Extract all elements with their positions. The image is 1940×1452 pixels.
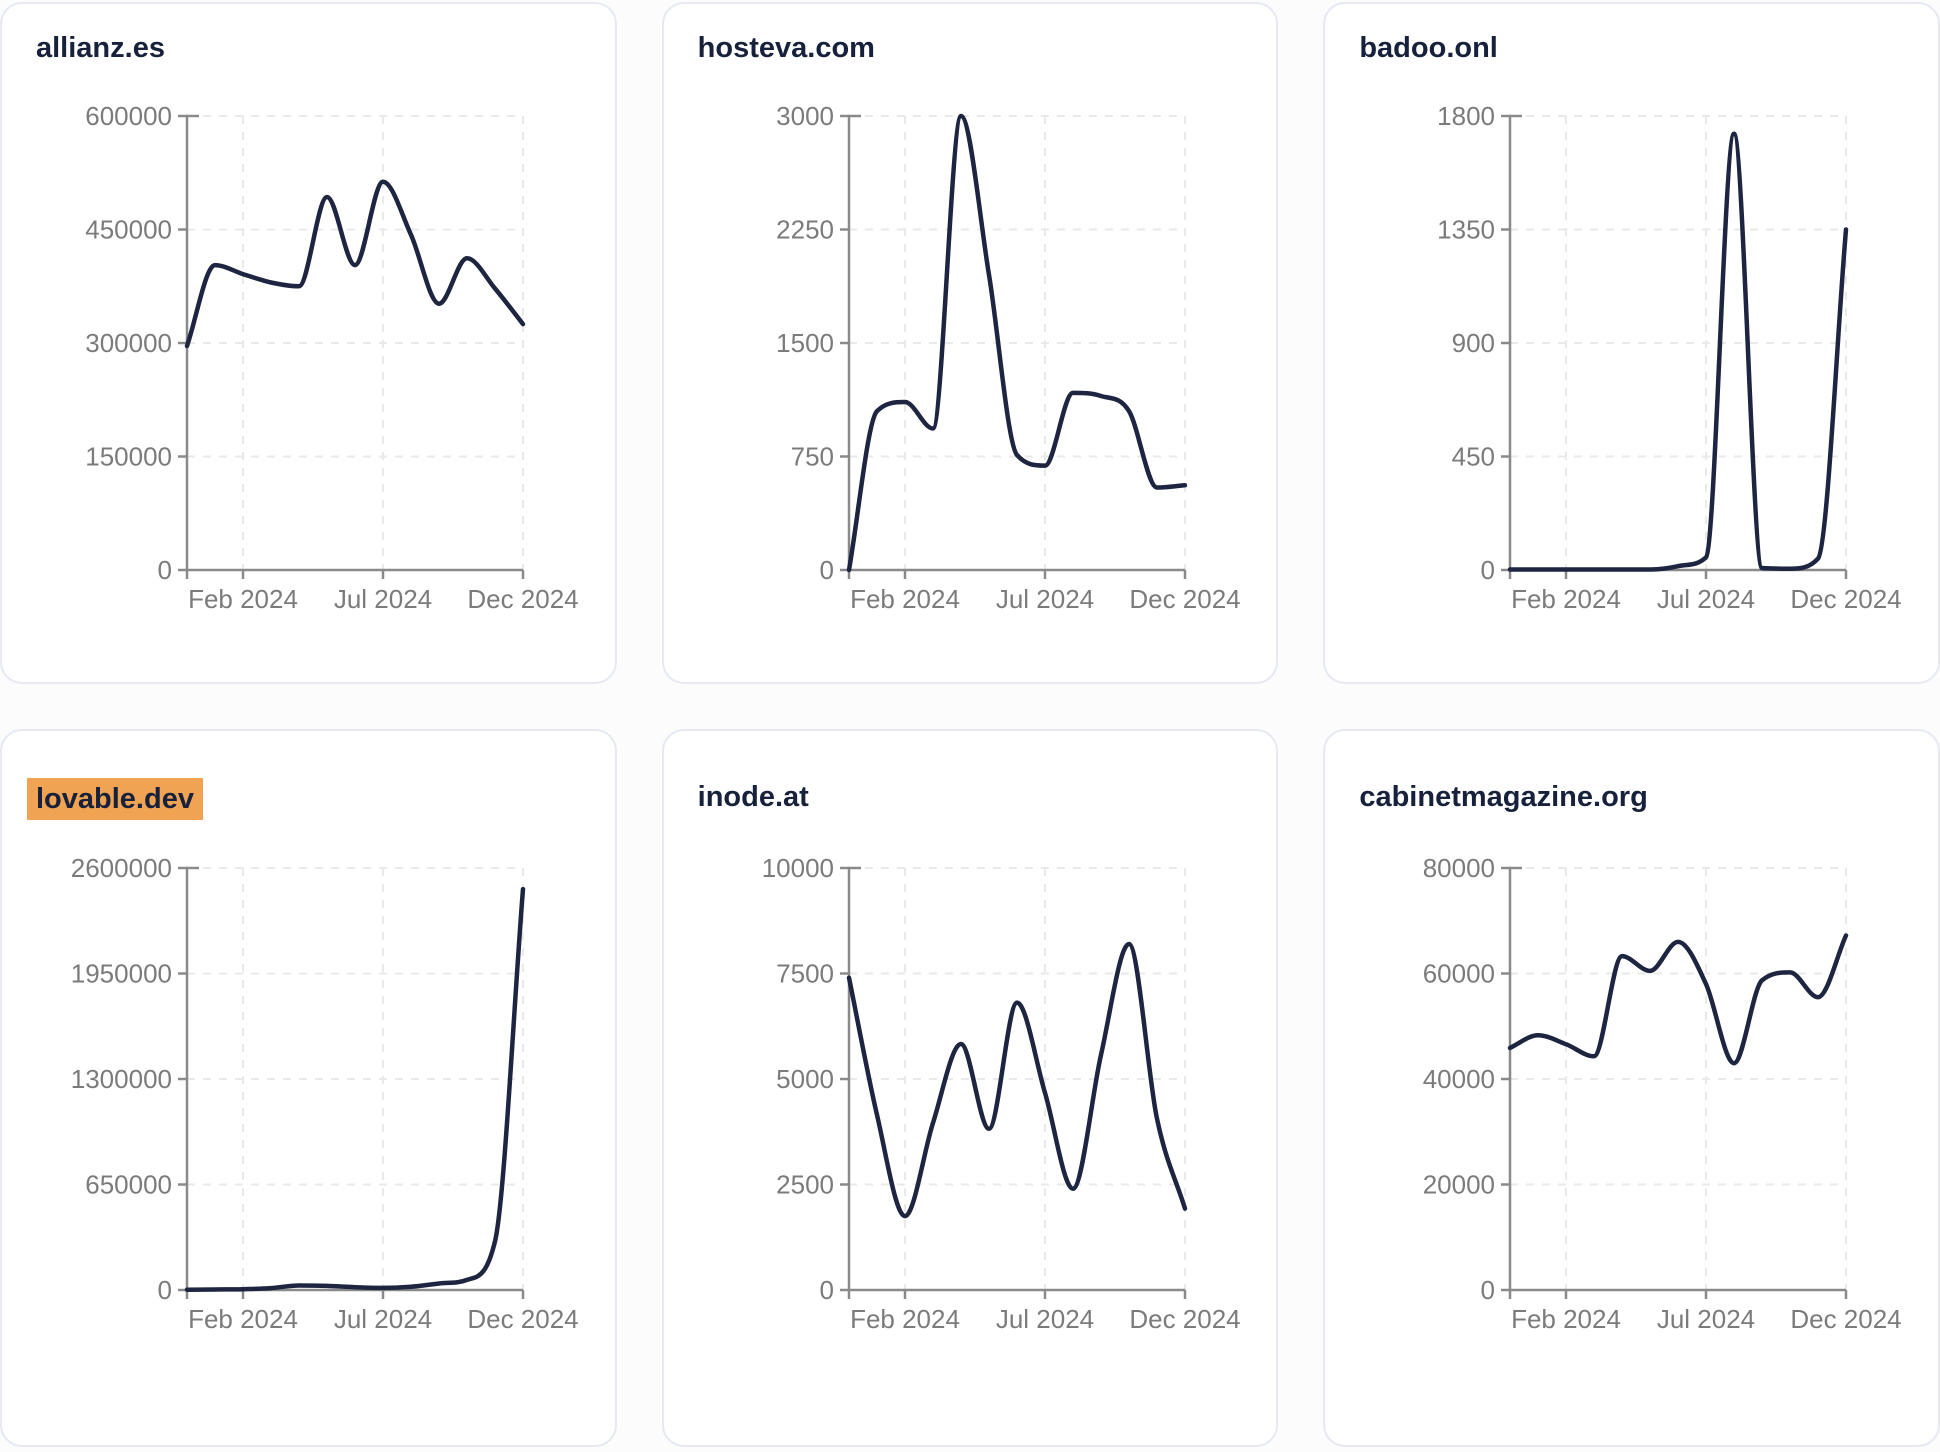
- x-tick-label: Jul 2024: [996, 1304, 1094, 1334]
- traffic-line-chart: 0 650000 1300000 1950000 2600000 Feb 2024 Jul …: [71, 853, 579, 1334]
- chart-line: [1508, 933, 1849, 1066]
- chart-line: [846, 113, 1187, 573]
- y-tick-label: 7500: [776, 959, 834, 989]
- x-tick-label: Jul 2024: [334, 584, 432, 614]
- x-tick-label: Feb 2024: [1511, 1304, 1621, 1334]
- domain-title: inode.at: [697, 781, 809, 813]
- y-tick-label: 40000: [1423, 1064, 1495, 1094]
- domain-card-lovable: lovable.dev 0 650000 1300000 1950000 2600000…: [0, 729, 617, 1447]
- tick-labels: 0 750 1500 2250 3000 Feb 2024 Jul 2024 Dec 2024: [776, 101, 1241, 614]
- y-tick-label: 750: [790, 442, 833, 472]
- x-tick-label: Jul 2024: [1657, 1304, 1755, 1334]
- y-tick-label: 20000: [1423, 1170, 1495, 1200]
- x-tick-label: Jul 2024: [996, 584, 1094, 614]
- y-tick-label: 1950000: [71, 959, 172, 989]
- card-title: hosteva.com: [698, 29, 1243, 67]
- x-tick-label: Dec 2024: [1791, 584, 1902, 614]
- card-title: lovable.dev: [27, 778, 581, 820]
- y-tick-label: 2250: [776, 215, 834, 245]
- gridlines: [187, 867, 524, 1290]
- x-tick-label: Jul 2024: [1657, 584, 1755, 614]
- gridlines: [1510, 867, 1848, 1290]
- y-tick-label: 150000: [85, 442, 172, 472]
- x-tick-label: Feb 2024: [188, 584, 298, 614]
- y-tick-label: 0: [819, 555, 833, 585]
- x-tick-label: Feb 2024: [850, 584, 960, 614]
- gridlines: [848, 867, 1186, 1290]
- y-tick-label: 1350: [1437, 215, 1495, 245]
- domain-title: badoo.onl: [1359, 32, 1498, 64]
- x-tick-label: Dec 2024: [1129, 584, 1240, 614]
- y-tick-label: 0: [1481, 1275, 1495, 1305]
- y-tick-label: 0: [158, 555, 172, 585]
- chart-line: [184, 886, 526, 1292]
- card-title: inode.at: [698, 778, 1243, 816]
- y-tick-label: 450: [1452, 442, 1495, 472]
- y-tick-label: 1500: [776, 328, 834, 358]
- traffic-line-chart: 0 20000 40000 60000 80000 Feb 2024 Jul 2024 Dec…: [1423, 853, 1902, 1334]
- y-tick-label: 450000: [85, 215, 172, 245]
- tick-labels: 0 20000 40000 60000 80000 Feb 2024 Jul 2024 Dec…: [1423, 853, 1902, 1334]
- tick-labels: 0 2500 5000 7500 10000 Feb 2024 Jul 2024 Dec 20…: [761, 853, 1240, 1334]
- tick-labels: 0 450 900 1350 1800 Feb 2024 Jul 2024 Dec 2024: [1437, 101, 1902, 614]
- domain-title: cabinetmagazine.org: [1359, 781, 1648, 813]
- y-tick-label: 0: [1481, 555, 1495, 585]
- domain-card-cabinetmagazine: cabinetmagazine.org 0 20000 40000 60000 8000…: [1323, 729, 1940, 1447]
- y-tick-label: 10000: [761, 853, 833, 883]
- y-tick-label: 5000: [776, 1064, 834, 1094]
- x-tick-label: Feb 2024: [1511, 584, 1621, 614]
- domain-title: allianz.es: [36, 32, 165, 64]
- y-tick-label: 0: [819, 1275, 833, 1305]
- x-tick-label: Feb 2024: [188, 1304, 298, 1334]
- domain-title: hosteva.com: [697, 32, 875, 64]
- x-tick-label: Dec 2024: [467, 1304, 578, 1334]
- axes: [1501, 866, 1848, 1299]
- y-tick-label: 600000: [85, 101, 172, 131]
- domain-card-badoo: badoo.onl 0 450 900 1350 1800 Feb 2024 Jul 202…: [1323, 2, 1940, 684]
- y-tick-label: 900: [1452, 328, 1495, 358]
- traffic-line-chart: 0 750 1500 2250 3000 Feb 2024 Jul 2024 Dec 2024: [776, 101, 1241, 614]
- axes: [839, 866, 1186, 1299]
- domain-card-hosteva: hosteva.com 0 750 1500 2250 3000 Feb 2024 Jul …: [661, 2, 1279, 684]
- x-tick-label: Dec 2024: [467, 584, 578, 614]
- axes: [178, 866, 525, 1299]
- y-tick-label: 650000: [85, 1170, 172, 1200]
- domain-card-inode: inode.at 0 2500 5000 7500 10000 Feb 2024 Jul 2…: [661, 729, 1279, 1447]
- y-tick-label: 300000: [85, 328, 172, 358]
- gridlines: [1510, 115, 1848, 570]
- y-tick-label: 0: [158, 1275, 172, 1305]
- axes: [839, 114, 1186, 579]
- card-title: badoo.onl: [1359, 29, 1904, 67]
- traffic-line-chart: 0 2500 5000 7500 10000 Feb 2024 Jul 2024 Dec 20…: [761, 853, 1240, 1334]
- gridlines: [848, 115, 1186, 570]
- domain-title: lovable.dev: [27, 778, 203, 820]
- y-tick-label: 1300000: [71, 1064, 172, 1094]
- tick-labels: 0 150000 300000 450000 600000 Feb 2024 Jul 202…: [85, 101, 578, 614]
- chart-line: [1508, 131, 1849, 572]
- x-tick-label: Jul 2024: [334, 1304, 432, 1334]
- domain-card-allianz: allianz.es 0 150000 300000 450000 600000 Feb …: [0, 2, 617, 684]
- y-tick-label: 2600000: [71, 853, 172, 883]
- y-tick-label: 1800: [1437, 101, 1495, 131]
- y-tick-label: 3000: [776, 101, 834, 131]
- x-tick-label: Dec 2024: [1129, 1304, 1240, 1334]
- y-tick-label: 80000: [1423, 853, 1495, 883]
- axes: [1501, 114, 1848, 579]
- card-title: cabinetmagazine.org: [1359, 778, 1904, 816]
- traffic-line-chart: 0 150000 300000 450000 600000 Feb 2024 Jul 202…: [85, 101, 578, 614]
- traffic-line-chart: 0 450 900 1350 1800 Feb 2024 Jul 2024 Dec 2024: [1437, 101, 1902, 614]
- x-tick-label: Dec 2024: [1791, 1304, 1902, 1334]
- y-tick-label: 60000: [1423, 959, 1495, 989]
- x-tick-label: Feb 2024: [850, 1304, 960, 1334]
- y-tick-label: 2500: [776, 1170, 834, 1200]
- gridlines: [187, 115, 524, 570]
- axes: [178, 114, 525, 579]
- card-title: allianz.es: [36, 29, 581, 67]
- chart-line: [846, 941, 1187, 1219]
- tick-labels: 0 650000 1300000 1950000 2600000 Feb 2024 Jul …: [71, 853, 579, 1334]
- chart-line: [184, 179, 526, 349]
